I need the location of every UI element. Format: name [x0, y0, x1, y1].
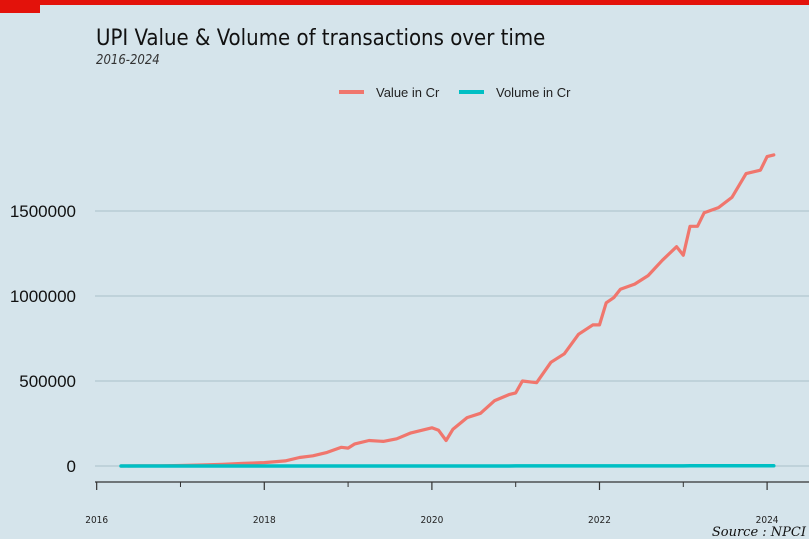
- chart-subtitle: 2016-2024: [96, 53, 160, 68]
- accent-top-bar: [0, 0, 809, 5]
- x-tick-label: 2020: [420, 515, 443, 526]
- chart-title: UPI Value & Volume of transactions over …: [96, 26, 545, 51]
- x-tick-label: 2022: [588, 515, 611, 526]
- y-tick-label: 1500000: [10, 202, 76, 221]
- series-line-value: [119, 153, 776, 468]
- source-note: Source : NPCI: [712, 525, 807, 539]
- x-tick-label: 2018: [253, 515, 276, 526]
- legend-label-volume: Volume in Cr: [496, 85, 571, 100]
- y-axis-ticks: 0 500000 1000000 1500000: [10, 202, 76, 476]
- legend: Value in Cr Volume in Cr: [339, 85, 571, 100]
- series-lines: [119, 153, 776, 468]
- x-axis: 2016 2018 2020 2022 2024: [85, 481, 809, 526]
- legend-label-value: Value in Cr: [376, 85, 440, 100]
- x-tick-label: 2016: [85, 515, 108, 526]
- y-tick-label: 0: [67, 457, 76, 476]
- gridlines: [95, 210, 809, 467]
- x-tick-label: 2024: [756, 515, 779, 526]
- y-tick-label: 500000: [19, 372, 76, 391]
- y-tick-label: 1000000: [10, 287, 76, 306]
- accent-top-flag: [0, 0, 40, 13]
